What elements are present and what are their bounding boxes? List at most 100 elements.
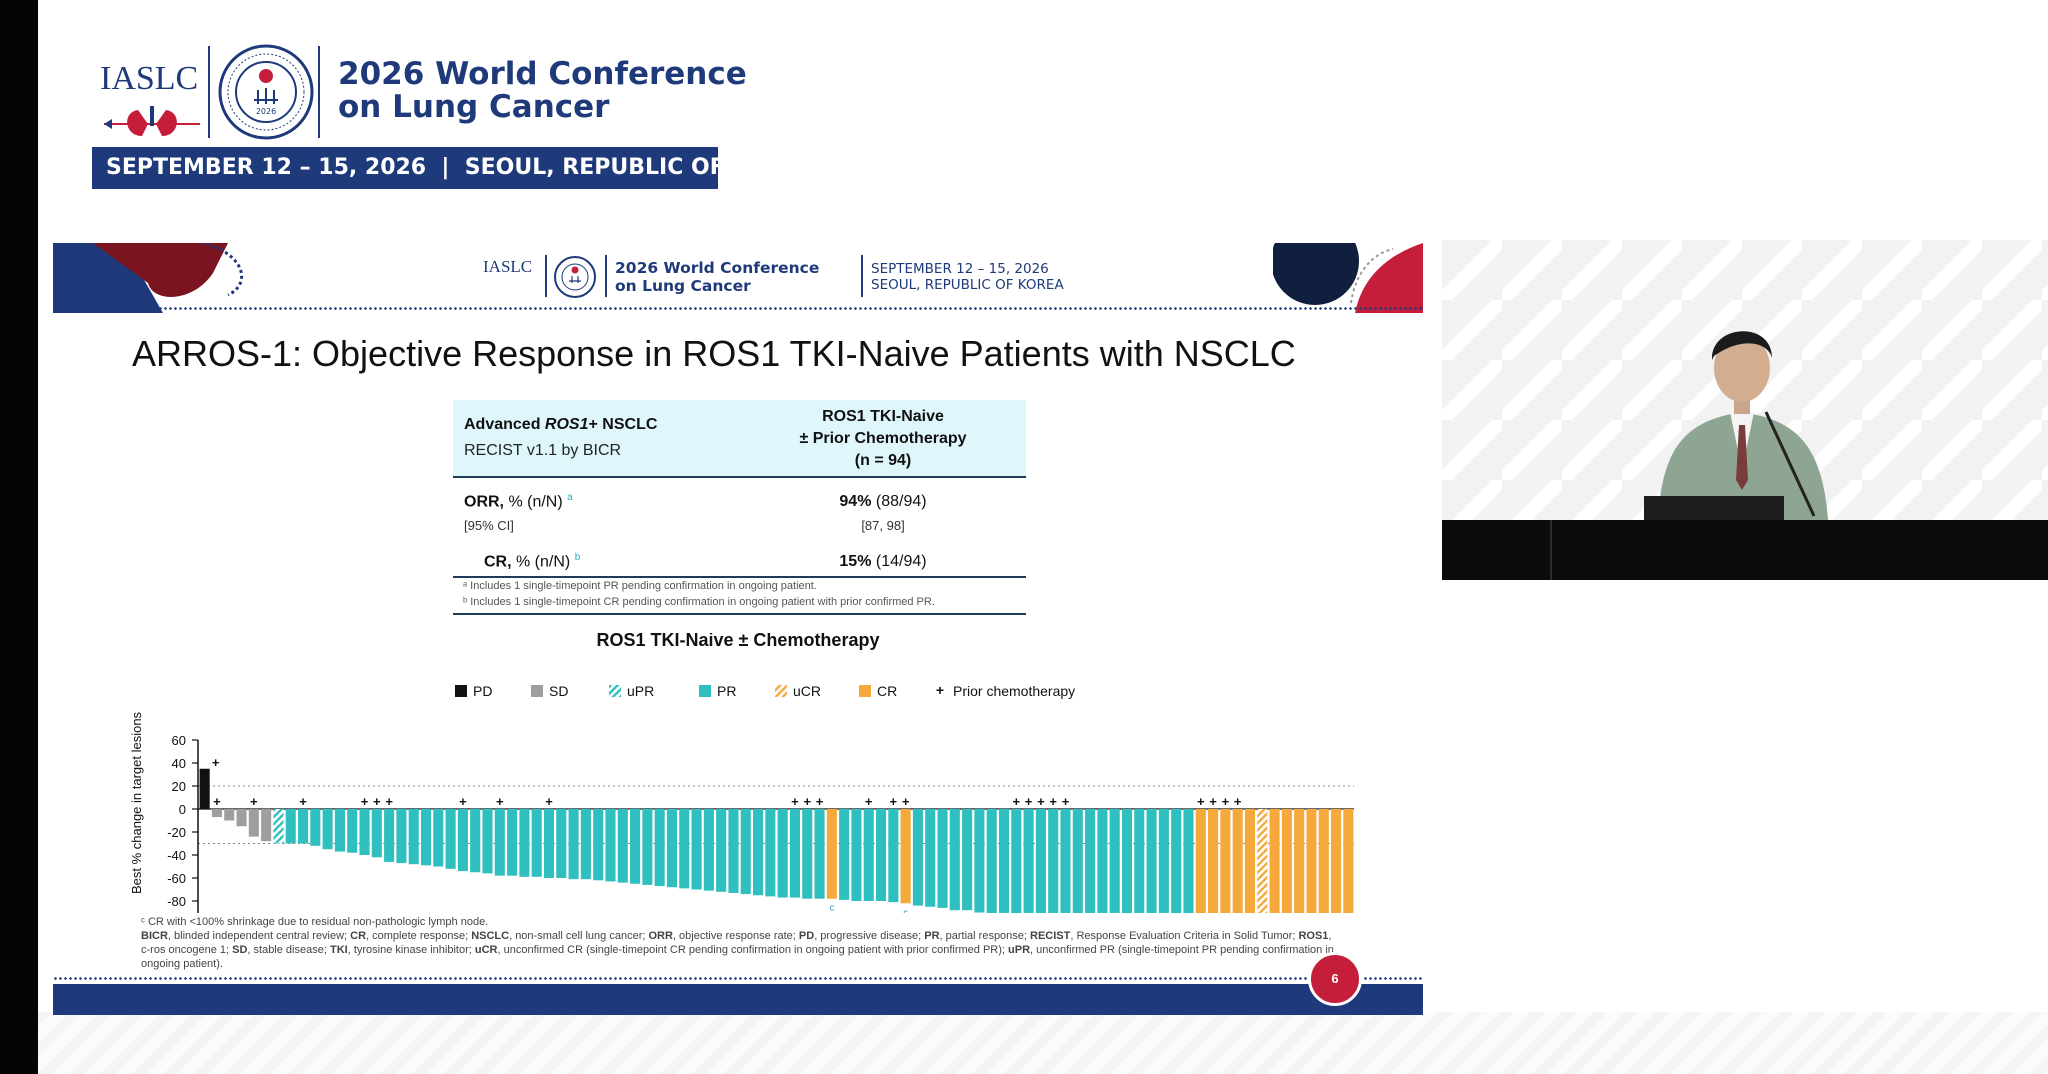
- abbreviation-term: NSCLC: [471, 930, 510, 942]
- bar-pr: [310, 809, 321, 846]
- bar-pr: [875, 809, 887, 901]
- bar-pr: [753, 809, 764, 896]
- table-divider: [453, 576, 1026, 578]
- prior-chemo-marker: +: [545, 794, 553, 809]
- chart-title: ROS1 TKI-Naive ± Chemotherapy: [597, 633, 880, 650]
- y-tick-label: -40: [167, 848, 186, 863]
- abbreviation-term: BICR: [141, 930, 168, 942]
- legend-swatch-cr: [859, 685, 871, 697]
- slide-conference-title-line1: 2026 World Conference: [615, 259, 820, 277]
- speaker-scene: [1442, 240, 2048, 580]
- y-tick-label: 0: [179, 802, 186, 817]
- bar-pr: [1121, 809, 1133, 913]
- footnote-marker: a: [567, 492, 573, 503]
- bar-pr: [1023, 809, 1034, 913]
- orr-value: 94% (88/94): [753, 493, 1013, 511]
- bar-footnote-marker: c: [903, 907, 908, 913]
- legend-label: uPR: [627, 683, 654, 699]
- prior-chemo-marker: +: [1037, 794, 1045, 809]
- conference-seal-icon: 2026: [218, 44, 314, 140]
- bar-pr: [1011, 809, 1022, 913]
- bar-pr: [986, 809, 997, 913]
- conference-header: IASLC 2026 2026 World Conference on Lung…: [92, 42, 816, 192]
- bar-pr: [347, 809, 358, 853]
- bar-sd: [248, 809, 259, 837]
- orr-row-label: ORR, % (n/N) a: [464, 492, 573, 511]
- cr-unit: % (n/N): [511, 553, 571, 571]
- bar-pr: [1035, 809, 1046, 913]
- bar-pr: [998, 809, 1010, 913]
- bar-pr: [519, 809, 530, 877]
- prior-chemo-marker: +: [213, 794, 221, 809]
- bar-pr: [814, 809, 825, 899]
- slide-footer-bar: [53, 984, 1423, 1015]
- bar-pr: [1097, 809, 1108, 913]
- abbreviation-definition: , progressive disease;: [814, 930, 925, 942]
- abbreviation-term: SD: [232, 944, 248, 956]
- bar-pr: [494, 809, 505, 876]
- table-header-criteria: RECIST v1.1 by BICR: [464, 442, 622, 459]
- orr-ci-value: [87, 98]: [861, 518, 905, 533]
- legend-plus-symbol: +: [936, 682, 944, 698]
- bar-pr: [285, 809, 296, 844]
- legend-label: PR: [717, 683, 736, 699]
- prior-chemo-marker: +: [459, 794, 467, 809]
- slide-date-line2: SEOUL, REPUBLIC OF KOREA: [871, 277, 1064, 293]
- waterfall-chart: ROS1 TKI-Naive ± Chemotherapy Best % cha…: [129, 633, 1354, 913]
- prior-chemo-marker: +: [1013, 794, 1021, 809]
- bar-pr: [888, 809, 899, 903]
- orr-percent: 94%: [839, 493, 872, 510]
- bar-cr: [1343, 809, 1354, 913]
- legend-swatch-upr: [609, 685, 621, 697]
- bar-pr: [445, 809, 456, 869]
- bar-cr: [1281, 809, 1292, 913]
- abbreviation-term: ROS1: [1298, 930, 1329, 942]
- abbreviation-definition: , Response Evaluation Criteria in Solid …: [1070, 930, 1299, 942]
- orr-ci-label: [95% CI]: [464, 518, 514, 533]
- conference-date-banner: SEPTEMBER 12 – 15, 2026 | SEOUL, REPUBLI…: [92, 147, 816, 189]
- conference-seal-icon: [554, 256, 596, 298]
- bar-cr: [1208, 809, 1219, 913]
- bar-pr: [962, 809, 973, 911]
- dotted-divider: [53, 307, 1423, 310]
- left-black-strip: [0, 0, 38, 1074]
- seal-year: 2026: [256, 107, 276, 116]
- bar-pr: [1183, 809, 1194, 913]
- conference-title: 2026 World Conference on Lung Cancer: [338, 58, 747, 124]
- bar-pr: [666, 809, 678, 888]
- bar-sd: [224, 809, 235, 821]
- prior-chemo-marker: +: [865, 794, 873, 809]
- bar-pr: [580, 809, 591, 880]
- bar-pr: [839, 809, 850, 900]
- abbreviation-definition: , unconfirmed PR (single-timepoint PR pe…: [141, 944, 1334, 970]
- y-tick-label: -20: [167, 825, 186, 840]
- bar-cr: [1294, 809, 1305, 913]
- y-tick-label: -80: [167, 894, 186, 909]
- bar-pr: [716, 809, 727, 892]
- bar-pr: [1109, 809, 1120, 913]
- slide-corner-decoration: [1273, 243, 1423, 313]
- cr-value: 15% (14/94): [753, 553, 1013, 571]
- abbreviation-term: TKI: [329, 944, 348, 956]
- bar-pr: [802, 809, 813, 899]
- bar-pr: [789, 809, 800, 898]
- bar-pr: [974, 809, 985, 913]
- cr-row-label: CR, % (n/N) b: [484, 552, 580, 571]
- cr-label: CR,: [484, 553, 512, 571]
- table-header: Advanced ROS1+ NSCLC RECIST v1.1 by BICR…: [453, 400, 1026, 478]
- bar-pr: [740, 809, 751, 895]
- bar-pr: [765, 809, 776, 897]
- conference-title-line1: 2026 World Conference: [338, 56, 747, 92]
- bar-pr: [384, 809, 395, 862]
- abbreviation-term: uCR: [474, 944, 498, 956]
- prior-chemo-marker: +: [1049, 794, 1057, 809]
- bar-pr: [1072, 809, 1083, 913]
- header-gene: ROS1: [544, 416, 589, 433]
- iaslc-logo: IASLC: [92, 50, 202, 140]
- bar-cr: [1306, 809, 1317, 913]
- bar-pr: [420, 809, 432, 866]
- prior-chemo-marker: +: [890, 794, 898, 809]
- y-tick-label: 20: [172, 779, 186, 794]
- slide-footnotes: ᶜ CR with <100% shrinkage due to residua…: [141, 915, 1341, 971]
- cr-percent: 15%: [839, 553, 872, 570]
